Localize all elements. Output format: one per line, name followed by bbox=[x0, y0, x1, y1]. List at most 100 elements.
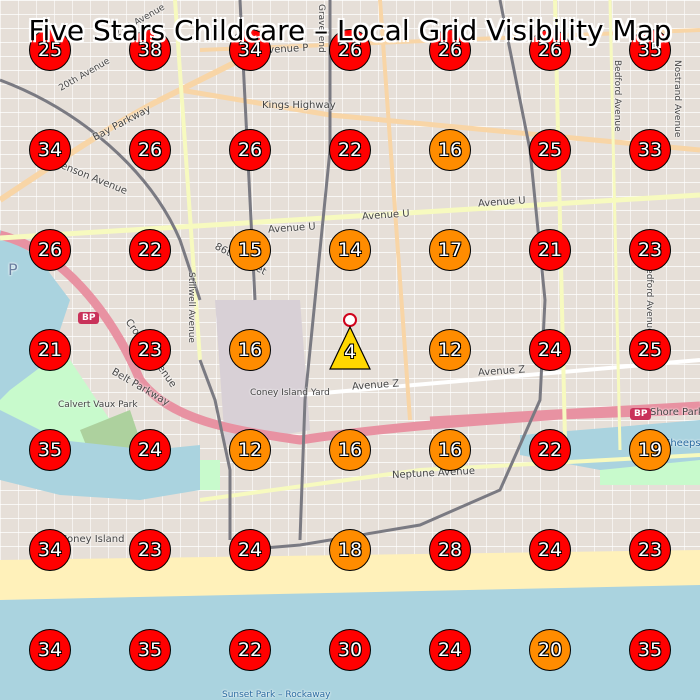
grid-rank-value: 26 bbox=[537, 38, 563, 61]
grid-rank-value: 30 bbox=[337, 638, 363, 661]
grid-rank-value: 35 bbox=[37, 438, 63, 461]
grid-rank-value: 35 bbox=[637, 638, 663, 661]
grid-rank-marker[interactable]: 12 bbox=[429, 329, 471, 371]
grid-rank-marker[interactable]: 35 bbox=[129, 629, 171, 671]
grid-rank-value: 25 bbox=[37, 38, 63, 61]
parking-icon: P bbox=[8, 260, 18, 279]
grid-rank-marker[interactable]: 26 bbox=[329, 29, 371, 71]
grid-rank-value: 33 bbox=[637, 138, 663, 161]
grid-rank-marker[interactable]: 24 bbox=[229, 529, 271, 571]
grid-rank-value: 28 bbox=[437, 538, 463, 561]
grid-rank-marker[interactable]: 20 bbox=[529, 629, 571, 671]
grid-rank-value: 24 bbox=[137, 438, 163, 461]
grid-rank-value: 38 bbox=[137, 38, 163, 61]
grid-rank-marker[interactable]: 15 bbox=[229, 229, 271, 271]
grid-rank-value: 24 bbox=[537, 338, 563, 361]
grid-rank-marker[interactable]: 22 bbox=[529, 429, 571, 471]
grid-rank-marker[interactable]: 35 bbox=[29, 429, 71, 471]
grid-rank-marker[interactable]: 23 bbox=[129, 529, 171, 571]
business-rank-marker[interactable]: 4 bbox=[328, 325, 372, 371]
bedford-avenue-label-2: Bedford Avenue bbox=[644, 262, 654, 334]
grid-rank-value: 26 bbox=[237, 138, 263, 161]
grid-rank-marker[interactable]: 30 bbox=[329, 629, 371, 671]
grid-rank-value: 16 bbox=[437, 438, 463, 461]
grid-rank-marker[interactable]: 35 bbox=[629, 629, 671, 671]
bp-shield-east: BP bbox=[630, 408, 652, 420]
grid-rank-value: 23 bbox=[137, 338, 163, 361]
grid-rank-marker[interactable]: 26 bbox=[129, 129, 171, 171]
nostrand-avenue-label: Nostrand Avenue bbox=[672, 60, 682, 138]
grid-rank-marker[interactable]: 16 bbox=[229, 329, 271, 371]
grid-rank-marker[interactable]: 23 bbox=[129, 329, 171, 371]
business-rank-value: 4 bbox=[343, 341, 357, 363]
grid-rank-marker[interactable]: 17 bbox=[429, 229, 471, 271]
grid-rank-marker[interactable]: 12 bbox=[229, 429, 271, 471]
grid-rank-marker[interactable]: 23 bbox=[629, 529, 671, 571]
grid-rank-marker[interactable]: 25 bbox=[529, 129, 571, 171]
grid-rank-value: 24 bbox=[537, 538, 563, 561]
grid-rank-value: 16 bbox=[337, 438, 363, 461]
grid-rank-value: 24 bbox=[437, 638, 463, 661]
grid-rank-value: 34 bbox=[237, 38, 263, 61]
grid-rank-marker[interactable]: 35 bbox=[629, 29, 671, 71]
grid-rank-value: 34 bbox=[37, 638, 63, 661]
calvert-vaux-park-label: Calvert Vaux Park bbox=[58, 400, 138, 410]
grid-rank-marker[interactable]: 16 bbox=[429, 429, 471, 471]
grid-rank-marker[interactable]: 19 bbox=[629, 429, 671, 471]
grid-rank-value: 12 bbox=[237, 438, 263, 461]
grid-rank-marker[interactable]: 21 bbox=[529, 229, 571, 271]
grid-rank-marker[interactable]: 38 bbox=[129, 29, 171, 71]
grid-rank-marker[interactable]: 18 bbox=[329, 529, 371, 571]
grid-rank-marker[interactable]: 34 bbox=[29, 629, 71, 671]
grid-rank-marker[interactable]: 14 bbox=[329, 229, 371, 271]
grid-rank-value: 16 bbox=[237, 338, 263, 361]
grid-rank-marker[interactable]: 26 bbox=[229, 129, 271, 171]
grid-rank-value: 23 bbox=[637, 238, 663, 261]
grid-rank-marker[interactable]: 34 bbox=[29, 529, 71, 571]
grid-rank-marker[interactable]: 22 bbox=[329, 129, 371, 171]
grid-rank-marker[interactable]: 24 bbox=[529, 529, 571, 571]
grid-rank-marker[interactable]: 33 bbox=[629, 129, 671, 171]
coney-island-yard-label: Coney Island Yard bbox=[250, 388, 330, 398]
grid-rank-marker[interactable]: 34 bbox=[29, 129, 71, 171]
sunset-park-rockaway-label: Sunset Park – Rockaway bbox=[222, 690, 331, 700]
grid-rank-marker[interactable]: 26 bbox=[529, 29, 571, 71]
grid-rank-value: 18 bbox=[337, 538, 363, 561]
kings-highway-label: Kings Highway bbox=[262, 100, 336, 111]
bedford-avenue-label-1: Bedford Avenue bbox=[612, 60, 622, 132]
grid-rank-value: 25 bbox=[537, 138, 563, 161]
grid-rank-marker[interactable]: 22 bbox=[129, 229, 171, 271]
grid-rank-marker[interactable]: 21 bbox=[29, 329, 71, 371]
coney-island-label: Coney Island bbox=[60, 534, 125, 545]
sheepshead-bay-label: Sheepshead Bay bbox=[664, 438, 700, 449]
grid-rank-value: 22 bbox=[537, 438, 563, 461]
grid-rank-value: 12 bbox=[437, 338, 463, 361]
grid-rank-value: 34 bbox=[37, 138, 63, 161]
grid-rank-marker[interactable]: 16 bbox=[329, 429, 371, 471]
grid-rank-marker[interactable]: 24 bbox=[529, 329, 571, 371]
grid-rank-marker[interactable]: 25 bbox=[29, 29, 71, 71]
grid-rank-marker[interactable]: 24 bbox=[429, 629, 471, 671]
grid-rank-marker[interactable]: 34 bbox=[229, 29, 271, 71]
grid-rank-marker[interactable]: 24 bbox=[129, 429, 171, 471]
grid-rank-value: 26 bbox=[337, 38, 363, 61]
gravesend-label: Gravesend bbox=[316, 4, 326, 53]
grid-rank-marker[interactable]: 26 bbox=[429, 29, 471, 71]
grid-rank-marker[interactable]: 28 bbox=[429, 529, 471, 571]
grid-rank-value: 20 bbox=[537, 638, 563, 661]
grid-rank-marker[interactable]: 16 bbox=[429, 129, 471, 171]
grid-rank-marker[interactable]: 25 bbox=[629, 329, 671, 371]
grid-rank-value: 25 bbox=[637, 338, 663, 361]
grid-rank-value: 15 bbox=[237, 238, 263, 261]
grid-rank-value: 14 bbox=[337, 238, 363, 261]
grid-rank-value: 22 bbox=[237, 638, 263, 661]
grid-rank-marker[interactable]: 22 bbox=[229, 629, 271, 671]
warning-triangle-icon bbox=[329, 325, 371, 370]
grid-rank-value: 22 bbox=[337, 138, 363, 161]
grid-rank-value: 22 bbox=[137, 238, 163, 261]
grid-rank-marker[interactable]: 23 bbox=[629, 229, 671, 271]
grid-rank-value: 21 bbox=[537, 238, 563, 261]
grid-rank-marker[interactable]: 26 bbox=[29, 229, 71, 271]
